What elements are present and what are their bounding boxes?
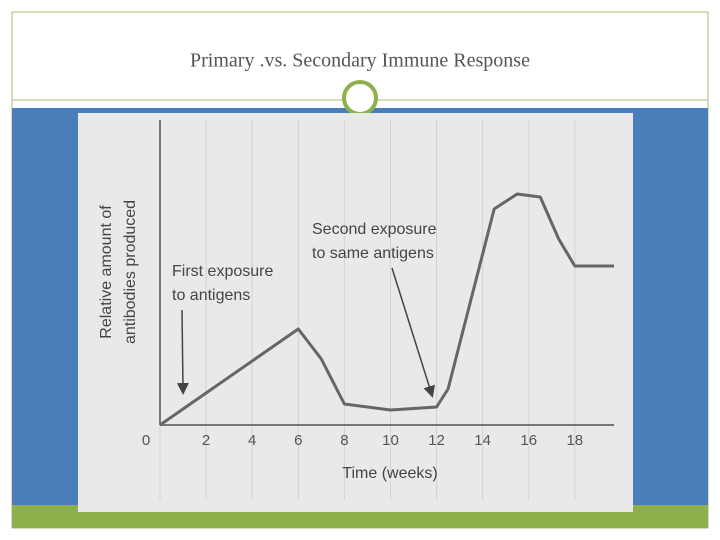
annotation: First exposure	[172, 263, 273, 280]
y-axis-label: Relative amount of	[98, 205, 115, 339]
annotation: to same antigens	[312, 245, 434, 262]
x-tick-label: 0	[142, 432, 150, 449]
x-tick-label: 16	[520, 432, 537, 449]
chart-image	[78, 113, 633, 512]
response-curve	[159, 192, 614, 427]
slide-title: Primary .vs. Secondary Immune Response	[190, 50, 530, 72]
annotation-arrow	[391, 267, 435, 398]
x-tick-label: 8	[340, 432, 348, 449]
plot: 0 2 4 6 8 10 12 14 16 18 Time (weeks) Relative amou…	[98, 120, 614, 500]
x-tick-label: 14	[474, 432, 491, 449]
x-tick-label: 10	[382, 432, 399, 449]
x-tick-label: 2	[202, 432, 210, 449]
annotation: Second exposure	[312, 221, 437, 238]
title-ornament	[342, 80, 378, 116]
y-axis-label: antibodies produced	[122, 200, 139, 344]
x-tick-label: 12	[428, 432, 445, 449]
x-tick-label: 6	[294, 432, 302, 449]
x-axis-label: Time (weeks)	[342, 465, 437, 482]
x-tick-label: 4	[248, 432, 256, 449]
annotation-arrow	[176, 309, 189, 395]
annotation: to antigens	[172, 287, 250, 304]
x-tick-label: 18	[566, 432, 583, 449]
